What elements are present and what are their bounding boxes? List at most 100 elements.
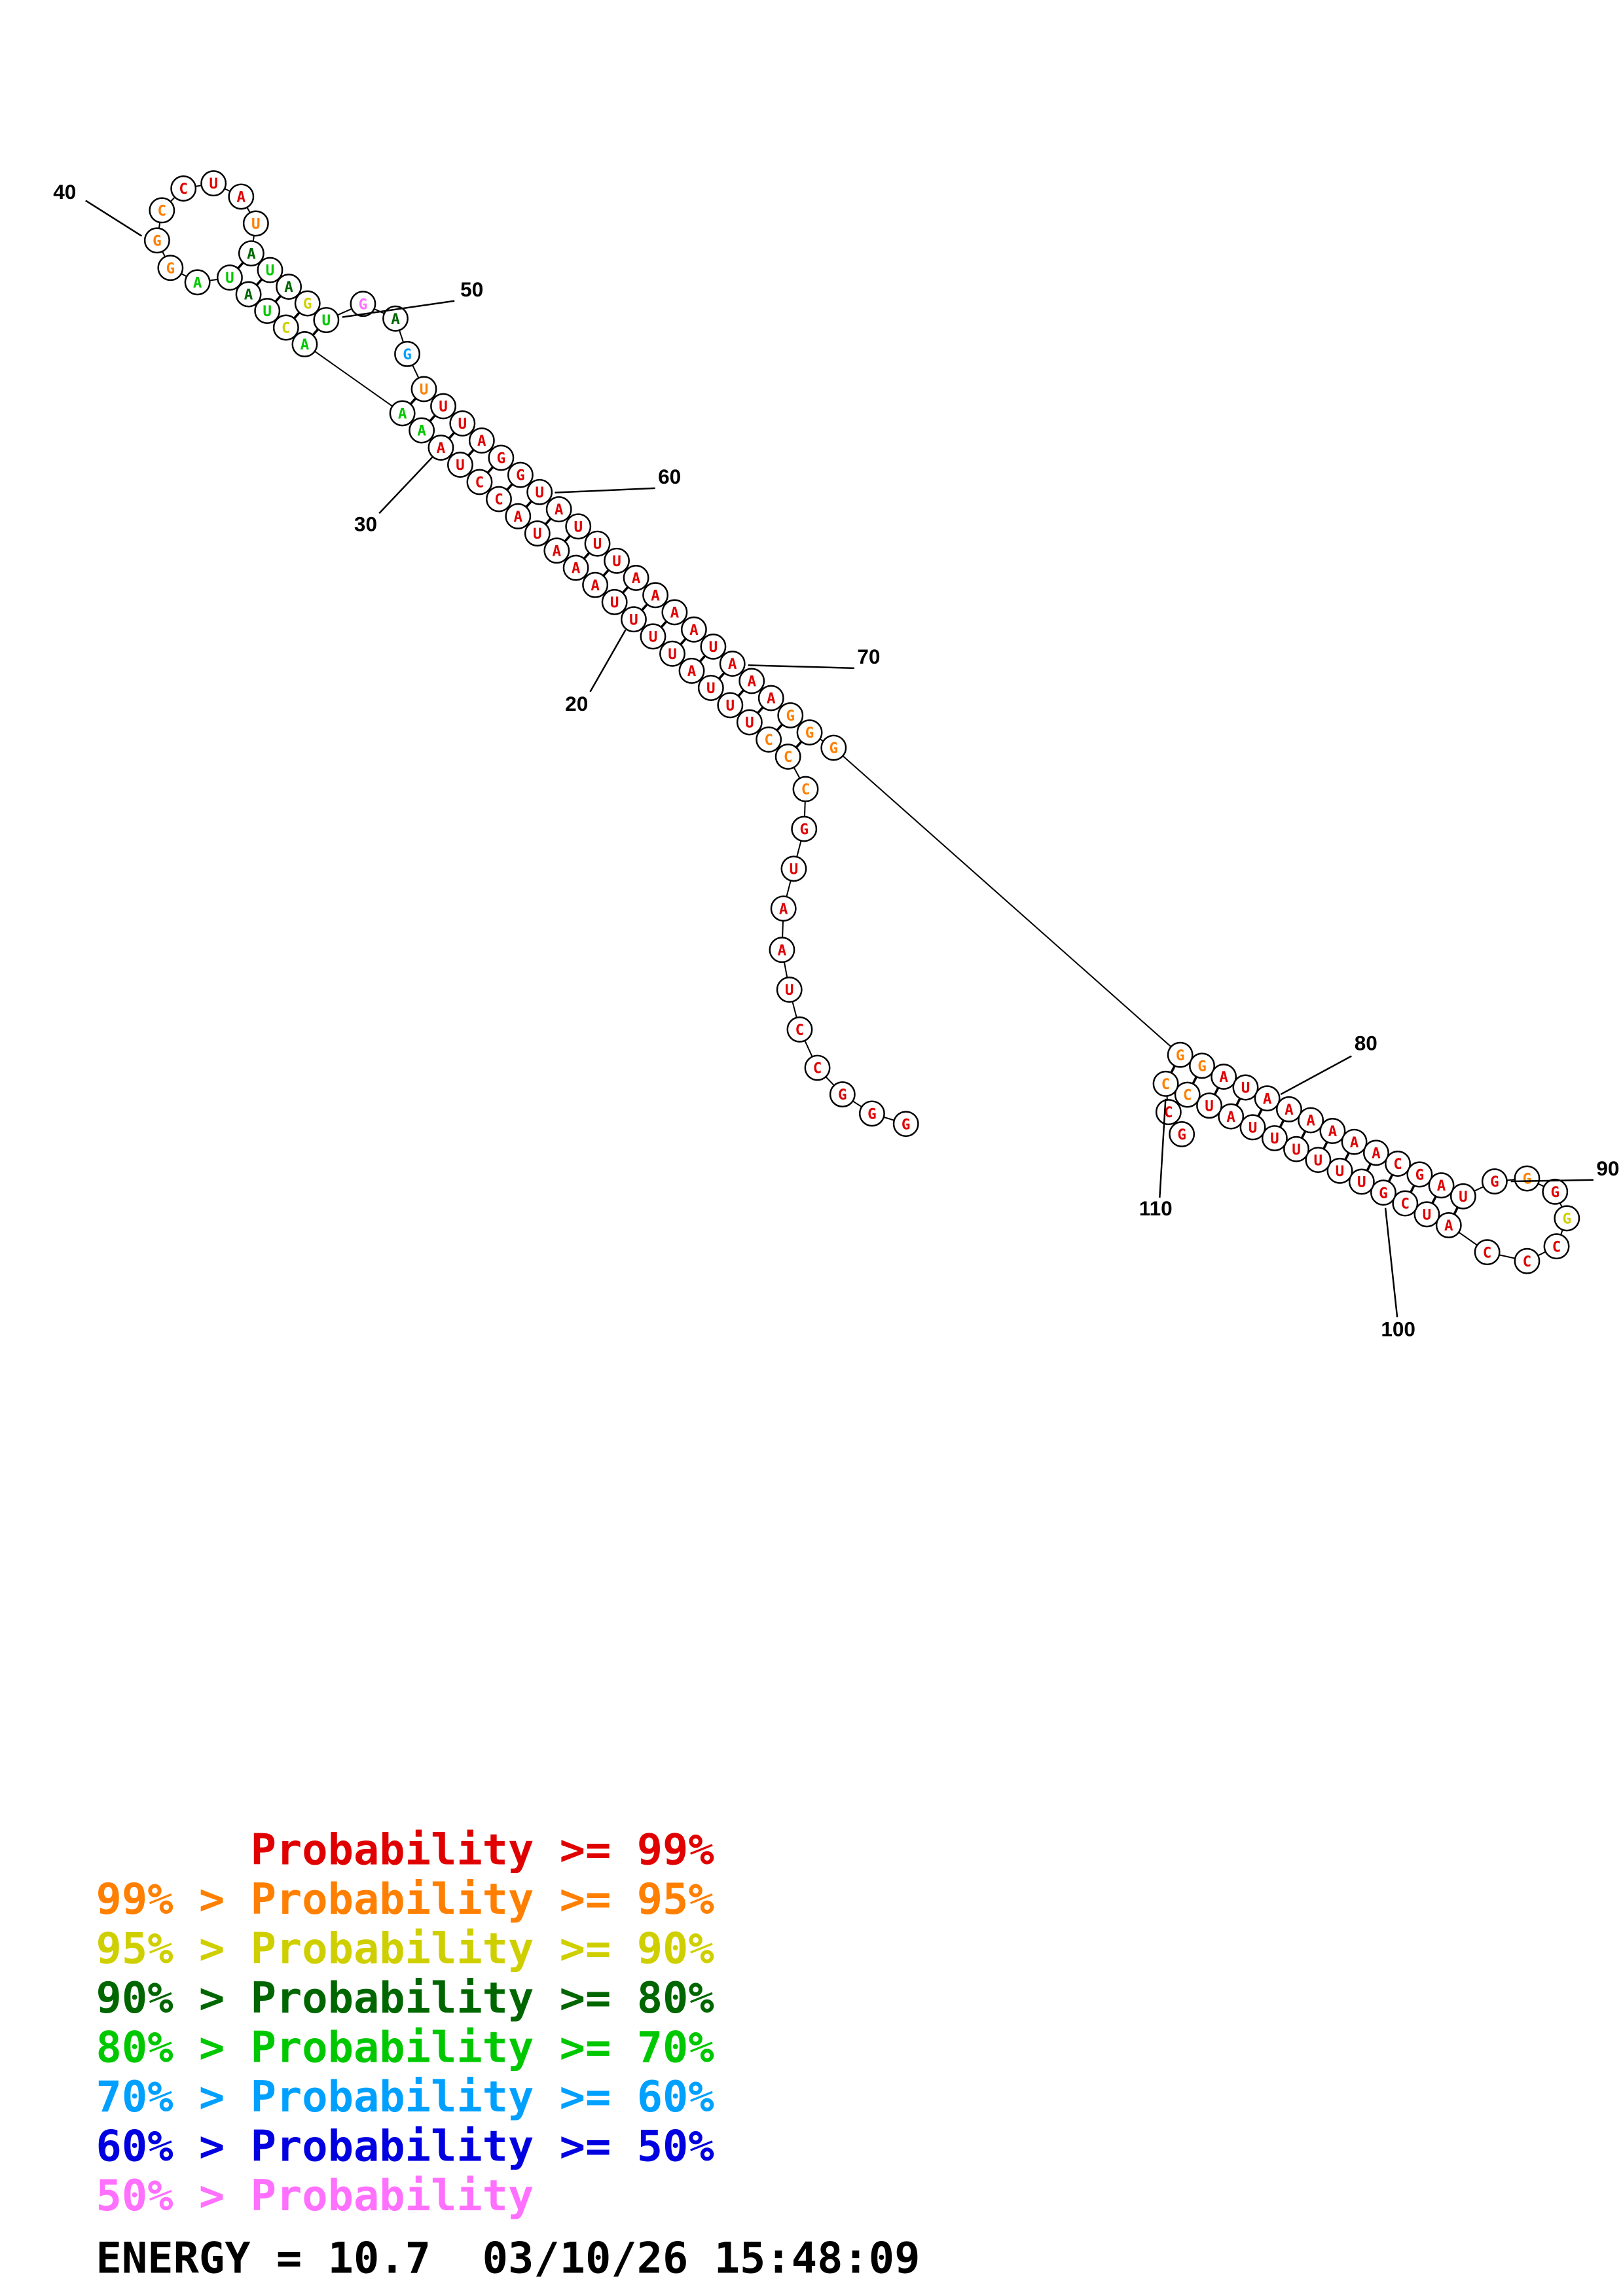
legend-line-3: 90% > Probability >= 80% [96, 1973, 714, 2023]
nucleotide-112: G [1169, 1121, 1195, 1147]
nucleotide-letter: G [1550, 1184, 1559, 1201]
nucleotide-74: G [796, 719, 823, 746]
nucleotide-letter: A [651, 587, 660, 604]
nucleotide-letter: C [1161, 1076, 1171, 1093]
nucleotide-letter: U [709, 639, 718, 656]
nucleotide-letter: A [670, 605, 680, 622]
nucleotide-circle [770, 895, 797, 922]
nucleotide-circle [717, 692, 744, 719]
nucleotide-31: A [409, 417, 435, 444]
nucleotide-letter: A [591, 577, 600, 594]
nucleotides: GGGCCUAAUGCCCUUUAUUUUAAAUACCUAAAACUAUAGG… [143, 170, 1580, 1274]
nucleotide-circle [313, 307, 340, 333]
nucleotide-19: U [640, 623, 666, 650]
nucleotide-circle [1155, 1099, 1182, 1126]
nucleotide-letter: U [785, 982, 794, 999]
position-leader-line [555, 487, 655, 493]
nucleotide-circle [736, 709, 763, 736]
nucleotide-letter: U [726, 698, 735, 715]
nucleotide-circle [430, 393, 456, 420]
position-label-110: 110 [1139, 1196, 1173, 1220]
nucleotide-93: G [1554, 1205, 1580, 1232]
legend-line-4: 80% > Probability >= 70% [96, 2022, 714, 2072]
nucleotide-letter: G [838, 1086, 847, 1103]
nucleotide-circle [1254, 1085, 1281, 1112]
nucleotide-circle [1554, 1205, 1580, 1232]
nucleotide-letter: U [649, 628, 658, 645]
nucleotide-circle [820, 734, 847, 761]
nucleotide-letter: U [535, 484, 544, 501]
nucleotide-letter: C [494, 492, 503, 509]
nucleotide-circle [642, 582, 669, 609]
nucleotide-letter: U [1205, 1098, 1214, 1115]
nucleotide-letter: G [830, 740, 839, 757]
nucleotide-circle [410, 376, 437, 403]
nucleotide-66: A [642, 582, 669, 609]
nucleotide-54: U [410, 376, 437, 403]
nucleotide-73: G [777, 702, 804, 728]
nucleotide-circle [449, 410, 476, 437]
position-label-60: 60 [658, 465, 681, 488]
nucleotide-letter: U [593, 536, 602, 553]
nucleotide-letter: U [668, 646, 677, 663]
nucleotide-letter: U [1249, 1119, 1258, 1136]
nucleotide-59: G [507, 461, 534, 488]
nucleotide-letter: A [687, 663, 697, 680]
nucleotide-letter: U [1336, 1163, 1345, 1180]
position-leader-line [589, 629, 627, 692]
nucleotide-letter: A [437, 440, 446, 457]
position-label-50: 50 [460, 278, 483, 301]
nucleotide-103: U [1305, 1147, 1332, 1174]
nucleotide-letter: A [553, 543, 562, 560]
nucleotide-33: A [291, 331, 318, 357]
nucleotide-69: U [700, 633, 727, 660]
nucleotide-letter: A [747, 673, 756, 691]
nucleotide-22: A [582, 571, 609, 598]
nucleotide-letter: A [284, 279, 293, 296]
nucleotide-68: A [680, 616, 707, 643]
position-leader-line [748, 664, 854, 670]
nucleotide-circle [486, 486, 512, 512]
nucleotide-circle [769, 937, 795, 963]
nucleotide-12: C [775, 744, 801, 770]
nucleotide-letter: U [706, 680, 716, 697]
nucleotide-letter: C [1401, 1196, 1410, 1213]
nucleotide-35: U [254, 298, 281, 324]
nucleotide-32: A [389, 400, 416, 427]
nucleotide-letter: G [303, 296, 312, 313]
nucleotide-circle [719, 651, 746, 677]
nucleotide-circle [1543, 1233, 1570, 1260]
nucleotide-circle [1385, 1151, 1411, 1177]
nucleotide-55: U [430, 393, 456, 420]
nucleotide-97: A [1435, 1212, 1462, 1238]
nucleotide-circle [1435, 1212, 1462, 1238]
nucleotide-26: A [505, 503, 532, 529]
nucleotide-39: G [157, 255, 184, 281]
nucleotide-circle [791, 816, 818, 842]
nucleotide-circle [892, 1111, 919, 1138]
nucleotide-28: C [466, 469, 493, 495]
nucleotide-circle [757, 685, 784, 711]
nucleotide-letter: C [179, 181, 188, 198]
nucleotide-circle [294, 290, 321, 317]
nucleotide-104: U [1283, 1136, 1309, 1162]
nucleotide-letter: G [516, 467, 525, 484]
nucleotide-letter: U [745, 715, 754, 732]
nucleotide-letter: U [533, 526, 542, 543]
nucleotide-62: U [565, 513, 592, 540]
nucleotide-circle [157, 255, 184, 281]
nucleotide-letter: G [902, 1116, 911, 1133]
nucleotide-circle [1232, 1074, 1259, 1101]
nucleotide-92: G [1542, 1178, 1569, 1205]
nucleotide-circle [524, 520, 551, 547]
nucleotide-56: U [449, 410, 476, 437]
nucleotide-letter: A [767, 691, 776, 708]
nucleotide-84: A [1341, 1128, 1368, 1155]
nucleotide-81: A [1276, 1096, 1302, 1122]
nucleotide-circle [428, 434, 454, 461]
nucleotide-circle [1283, 1136, 1309, 1162]
legend-line-1: 99% > Probability >= 95% [96, 1874, 714, 1924]
nucleotide-letter: C [1552, 1238, 1561, 1255]
nucleotide-letter: U [439, 399, 448, 416]
nucleotide-letter: C [158, 202, 167, 219]
